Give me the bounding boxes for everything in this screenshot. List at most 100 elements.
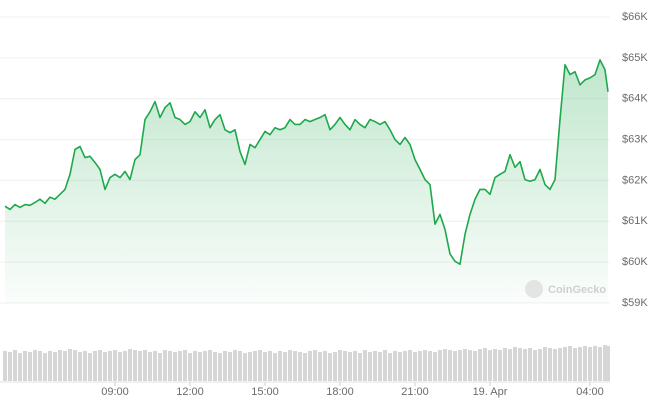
x-tick-label: 18:00 — [326, 386, 354, 398]
volume-bar — [128, 349, 132, 381]
volume-bar — [133, 350, 137, 381]
volume-bar — [388, 353, 392, 381]
volume-bar — [13, 350, 17, 381]
volume-bar — [598, 347, 602, 381]
volume-bar — [588, 347, 592, 381]
volume-bar — [563, 347, 567, 381]
volume-bar — [203, 351, 207, 381]
volume-bar — [503, 348, 507, 381]
volume-bar — [313, 350, 317, 381]
volume-bar — [523, 349, 527, 381]
volume-bar — [358, 353, 362, 381]
volume-bar — [148, 352, 152, 381]
volume-bar — [453, 351, 457, 381]
y-tick-label: $65K — [622, 52, 648, 64]
volume-bar — [113, 350, 117, 381]
volume-bar — [248, 352, 252, 381]
y-tick-label: $62K — [622, 174, 648, 186]
volume-bar — [68, 349, 72, 381]
volume-bar — [178, 351, 182, 381]
volume-bar — [118, 352, 122, 381]
volume-bar — [593, 346, 597, 381]
volume-bar — [333, 352, 337, 381]
volume-bar — [158, 353, 162, 381]
volume-bar — [218, 353, 222, 381]
volume-bar — [173, 352, 177, 381]
volume-bar — [263, 352, 267, 381]
y-tick-label: $66K — [622, 11, 648, 23]
volume-bar — [288, 350, 292, 381]
volume-bar — [553, 349, 557, 381]
volume-bar — [283, 352, 287, 381]
volume-bar — [498, 350, 502, 381]
volume-bar — [533, 350, 537, 381]
volume-bar — [138, 351, 142, 381]
volume-bar — [318, 352, 322, 381]
volume-bar — [273, 353, 277, 381]
volume-bar — [468, 350, 472, 381]
x-tick-label: 04:00 — [576, 386, 604, 398]
volume-bar — [348, 352, 352, 381]
volume-bar — [418, 351, 422, 381]
volume-bar — [583, 346, 587, 381]
volume-bar — [443, 349, 447, 381]
volume-bar — [293, 351, 297, 381]
volume-bar — [88, 353, 92, 381]
volume-bar — [183, 350, 187, 381]
volume-bar — [578, 347, 582, 381]
volume-bar — [168, 351, 172, 381]
volume-bar — [258, 350, 262, 381]
volume-bar — [233, 350, 237, 381]
volume-bar — [368, 352, 372, 381]
x-tick-label: 21:00 — [401, 386, 429, 398]
volume-bar — [543, 347, 547, 381]
volume-bar — [83, 351, 87, 381]
volume-bar — [123, 351, 127, 381]
volume-bar — [38, 351, 42, 381]
y-tick-label: $61K — [622, 215, 648, 227]
volume-bar — [18, 353, 22, 381]
volume-bar — [163, 350, 167, 381]
volume-bar — [568, 346, 572, 381]
volume-bar — [223, 351, 227, 381]
volume-bar — [518, 348, 522, 381]
watermark-logo — [525, 280, 543, 298]
volume-bar — [278, 351, 282, 381]
volume-bar — [493, 349, 497, 381]
volume-bar — [23, 351, 27, 381]
volume-bar — [353, 351, 357, 381]
area-fill — [5, 59, 608, 304]
volume-bar — [308, 351, 312, 381]
volume-bar — [3, 351, 7, 381]
volume-bar — [303, 353, 307, 381]
volume-bar — [108, 351, 112, 381]
volume-bar — [363, 350, 367, 381]
volume-bar — [478, 349, 482, 381]
volume-bar — [393, 351, 397, 381]
volume-bar — [48, 351, 52, 381]
volume-bar — [143, 350, 147, 381]
volume-bar — [78, 352, 82, 381]
price-line — [4, 59, 609, 265]
volume-bar — [413, 352, 417, 381]
volume-bar — [488, 350, 492, 381]
volume-bar — [558, 348, 562, 381]
volume-bar — [208, 350, 212, 381]
x-tick-label: 09:00 — [101, 386, 129, 398]
volume-bar — [238, 351, 242, 381]
y-tick-label: $60K — [622, 256, 648, 268]
y-tick-label: $64K — [622, 93, 648, 105]
volume-bar — [98, 350, 102, 381]
volume-bar — [548, 348, 552, 381]
volume-bar — [473, 351, 477, 381]
volume-bar — [73, 350, 77, 381]
volume-bar — [298, 352, 302, 381]
volume-bar — [53, 352, 57, 381]
volume-bar — [513, 347, 517, 381]
y-tick-label: $59K — [622, 297, 648, 309]
volume-bar — [228, 352, 232, 381]
x-tick-label: 15:00 — [251, 386, 279, 398]
volume-bar — [378, 352, 382, 381]
